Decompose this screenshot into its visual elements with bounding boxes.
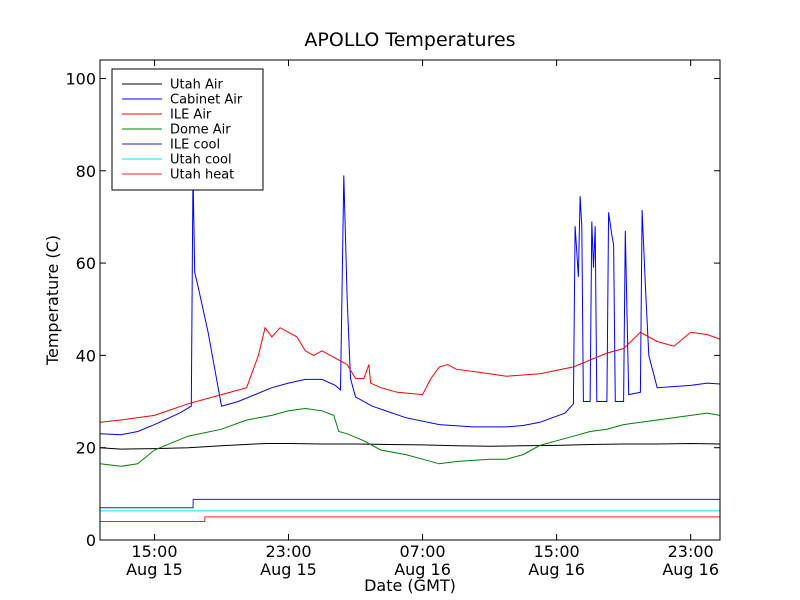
legend-label: Utah heat — [170, 168, 234, 183]
x-tick-label: Aug 16 — [662, 560, 719, 579]
y-tick-label: 80 — [76, 162, 96, 181]
legend-label: Utah Air — [170, 78, 223, 93]
x-tick-label: 23:00 — [265, 542, 311, 561]
legend-label: Cabinet Air — [170, 93, 243, 108]
y-tick-label: 100 — [65, 69, 96, 88]
legend-label: Utah cool — [170, 153, 232, 168]
legend-label: Dome Air — [170, 123, 231, 138]
x-axis-title: Date (GMT) — [364, 576, 456, 595]
y-tick-label: 0 — [86, 531, 96, 550]
series-line-ile-air — [100, 326, 720, 423]
x-tick-label: Aug 16 — [528, 560, 585, 579]
legend-label: ILE Air — [170, 108, 212, 123]
series-line-utah-heat — [100, 516, 720, 522]
x-tick-label: 15:00 — [131, 542, 177, 561]
plot-frame — [99, 59, 721, 541]
series-line-utah-air — [100, 442, 720, 450]
y-tick-label: 40 — [76, 346, 96, 365]
series-line-cabinet-air — [100, 170, 720, 436]
series-layer — [100, 170, 720, 522]
legend-label: ILE cool — [170, 138, 220, 153]
x-tick-label: Aug 15 — [260, 560, 317, 579]
x-tick-label: Aug 15 — [126, 560, 183, 579]
y-axis-title: Temperature (C) — [43, 235, 62, 366]
x-tick-label: Aug 16 — [394, 560, 451, 579]
x-tick-label: 07:00 — [400, 542, 446, 561]
x-tick-label: 15:00 — [534, 542, 580, 561]
y-tick-label: 20 — [76, 439, 96, 458]
y-tick-label: 60 — [76, 254, 96, 273]
x-tick-label: 23:00 — [668, 542, 714, 561]
chart-title: APOLLO Temperatures — [304, 29, 515, 51]
series-line-dome-air — [100, 407, 720, 467]
series-line-ile-cool — [100, 498, 720, 509]
